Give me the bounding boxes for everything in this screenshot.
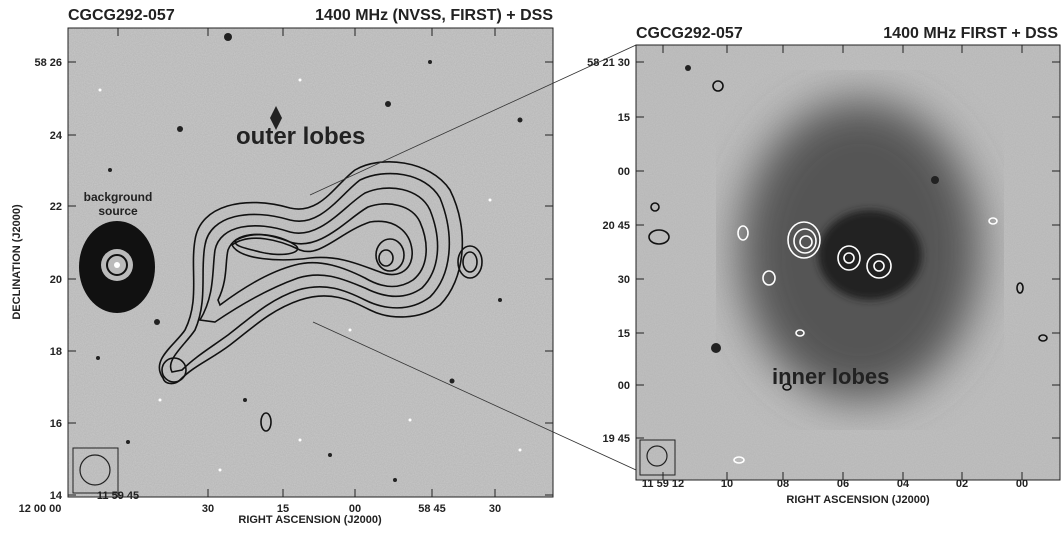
left-panel: CGCG292-057 1400 MHz (NVSS, FIRST) + DSS…	[11, 7, 553, 526]
x-tick-label: 00	[349, 503, 361, 515]
title-right: 1400 MHz FIRST + DSS	[883, 25, 1058, 42]
y-tick-label: 58 26	[34, 57, 62, 69]
background-source-contours	[79, 221, 155, 313]
title-left: CGCG292-057	[68, 7, 175, 24]
y-tick-label: 16	[50, 418, 62, 430]
y-tick-label: 20	[50, 274, 62, 286]
x-tick-label: 58 45	[418, 503, 446, 515]
y-tick-label: 20 45	[602, 220, 630, 232]
x-tick-label: 30	[489, 503, 501, 515]
x-tick-label: 12 00 00	[19, 503, 62, 515]
figure: CGCG292-057 1400 MHz (NVSS, FIRST) + DSS…	[0, 0, 1062, 533]
title-right: 1400 MHz (NVSS, FIRST) + DSS	[315, 7, 553, 24]
title-left: CGCG292-057	[636, 25, 743, 42]
annotation: inner lobes	[772, 364, 889, 389]
y-tick-label: 19 45	[602, 433, 630, 445]
y-axis-label: DECLINATION (J2000)	[11, 204, 23, 320]
y-tick-label: 22	[50, 201, 62, 213]
annotation: background	[84, 190, 153, 204]
y-tick-label: 15	[618, 112, 630, 124]
galaxy-core	[818, 210, 922, 300]
right-panel: CGCG292-057 1400 MHz FIRST + DSS inner l…	[636, 25, 1060, 506]
annotation: source	[98, 204, 138, 218]
annotation: outer lobes	[236, 123, 365, 150]
x-axis-label: RIGHT ASCENSION (J2000)	[786, 494, 930, 506]
y-tick-label: 15	[618, 328, 630, 340]
y-tick-label: 00	[618, 166, 630, 178]
x-tick-label: 15	[277, 503, 289, 515]
y-tick-label: 14	[50, 490, 63, 502]
x-tick-label: 30	[202, 503, 214, 515]
y-tick-label: 00	[618, 380, 630, 392]
y-tick-label: 18	[50, 346, 62, 358]
y-tick-label: 30	[618, 274, 630, 286]
x-axis-label: RIGHT ASCENSION (J2000)	[238, 514, 382, 526]
y-tick-label: 24	[50, 130, 63, 142]
y-tick-label: 58 21 30	[587, 57, 630, 69]
